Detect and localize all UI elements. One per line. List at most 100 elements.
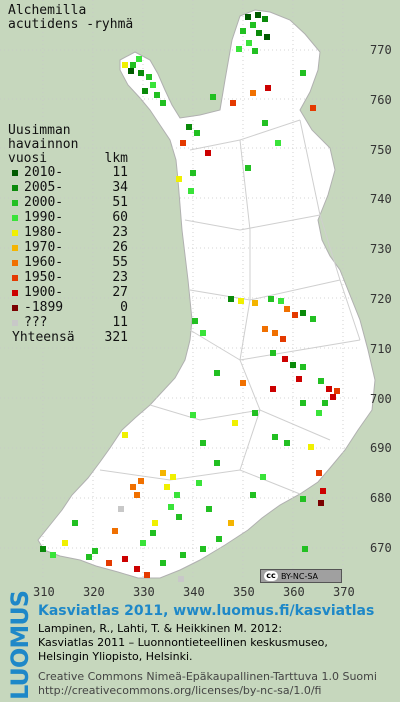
observation-square — [170, 474, 176, 480]
luomus-logo: LUOMUS — [6, 591, 34, 700]
footer: LUOMUS Kasviatlas 2011, www.luomus.fi/ka… — [0, 591, 400, 702]
legend-label: 2010- — [24, 165, 64, 180]
observation-square — [310, 316, 316, 322]
observation-square — [210, 94, 216, 100]
observation-square — [152, 520, 158, 526]
legend-swatch — [12, 275, 18, 281]
observation-square — [282, 356, 288, 362]
observation-square — [160, 100, 166, 106]
observation-square — [200, 546, 206, 552]
legend-header-2: havainnon — [8, 137, 79, 152]
legend-row: 1990- 60 — [8, 211, 128, 226]
observation-square — [262, 120, 268, 126]
license-url[interactable]: http://creativecommons.org/licenses/by-n… — [38, 684, 322, 697]
x-tick-label: 340 — [183, 585, 205, 599]
observation-square — [150, 530, 156, 536]
observation-square — [260, 474, 266, 480]
observation-square — [214, 370, 220, 376]
y-tick-label: 720 — [370, 292, 392, 306]
citation-line-1: Lampinen, R., Lahti, T. & Heikkinen M. 2… — [38, 622, 283, 635]
legend-count: 11 — [112, 165, 128, 180]
observation-square — [72, 520, 78, 526]
legend-count: 23 — [112, 225, 128, 240]
observation-square — [320, 488, 326, 494]
legend-swatch — [12, 290, 18, 296]
observation-square — [308, 444, 314, 450]
legend-row: 2000- 51 — [8, 196, 128, 211]
title-line-2: acutidens -ryhmä — [8, 17, 134, 32]
observation-square — [300, 310, 306, 316]
total-label: Yhteensä — [12, 330, 75, 345]
observation-square — [228, 520, 234, 526]
legend-label: -1899 — [24, 300, 64, 315]
x-tick-label: 320 — [83, 585, 105, 599]
observation-square — [300, 496, 306, 502]
observation-square — [186, 124, 192, 130]
observation-square — [245, 14, 251, 20]
observation-square — [216, 536, 222, 542]
cc-badge-text: BY-NC-SA — [281, 571, 319, 581]
observation-square — [214, 460, 220, 466]
graticule — [0, 0, 360, 580]
observation-square — [200, 330, 206, 336]
observation-square — [252, 48, 258, 54]
legend-label: 2005- — [24, 180, 64, 195]
legend-swatch — [12, 260, 18, 266]
observation-square — [50, 552, 56, 558]
y-tick-label: 770 — [370, 43, 392, 57]
observation-square — [238, 298, 244, 304]
legend-swatch — [12, 320, 18, 326]
observation-square — [112, 528, 118, 534]
legend-row: 2010- 11 — [8, 166, 128, 181]
map-title: Alchemilla acutidens -ryhmä — [8, 4, 133, 32]
observation-square — [205, 150, 211, 156]
observation-square — [272, 434, 278, 440]
observation-square — [164, 484, 170, 490]
footer-headline[interactable]: Kasviatlas 2011, www.luomus.fi/kasviatla… — [38, 603, 375, 619]
observation-square — [246, 40, 252, 46]
observation-square — [310, 105, 316, 111]
x-tick-label: 370 — [333, 585, 355, 599]
observation-square — [196, 480, 202, 486]
observation-square — [264, 34, 270, 40]
observation-square — [300, 70, 306, 76]
observation-square — [136, 56, 142, 62]
observation-square — [280, 336, 286, 342]
legend-row: 1950- 23 — [8, 271, 128, 286]
observation-square — [252, 300, 258, 306]
observation-square — [194, 130, 200, 136]
observation-square — [318, 378, 324, 384]
legend-label: 1970- — [24, 240, 64, 255]
observation-square — [270, 350, 276, 356]
observation-square — [122, 62, 128, 68]
observation-square — [188, 188, 194, 194]
x-tick-label: 360 — [283, 585, 305, 599]
observation-square — [240, 380, 246, 386]
observation-squares — [40, 12, 340, 582]
legend-count: 11 — [112, 315, 128, 330]
observation-square — [118, 506, 124, 512]
observation-square — [316, 470, 322, 476]
legend-row: ??? 11 — [8, 316, 128, 331]
observation-square — [290, 362, 296, 368]
observation-square — [140, 540, 146, 546]
observation-square — [275, 140, 281, 146]
legend-row: 2005- 34 — [8, 181, 128, 196]
legend-rows: 2010- 11 2005- 34 2000- 51 1990- 60 1980- 23 1970-… — [8, 166, 128, 331]
cc-license-badge[interactable]: cc BY-NC-SA — [260, 569, 342, 583]
y-tick-label: 730 — [370, 242, 392, 257]
observation-square — [245, 165, 251, 171]
observation-square — [278, 298, 284, 304]
observation-square — [142, 88, 148, 94]
observation-square — [144, 572, 150, 578]
observation-square — [138, 70, 144, 76]
legend-count-header: lkm — [104, 151, 128, 166]
observation-square — [316, 410, 322, 416]
observation-square — [334, 388, 340, 394]
legend-count: 60 — [112, 210, 128, 225]
observation-square — [40, 546, 46, 552]
y-tick-label: 700 — [370, 391, 392, 406]
observation-square — [106, 560, 112, 566]
cc-icon: cc — [264, 571, 278, 581]
legend-count: 55 — [112, 255, 128, 270]
